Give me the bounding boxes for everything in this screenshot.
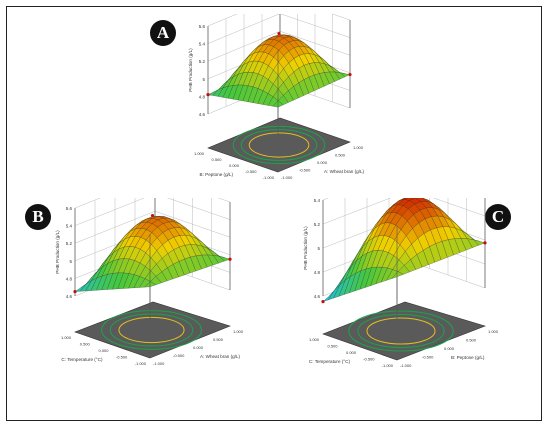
response-surface	[322, 198, 486, 302]
z-tick-label: 5.6	[66, 206, 73, 211]
y-tick-label: 0.500	[211, 157, 222, 162]
z-tick-label: 4.6	[66, 294, 73, 299]
z-gridline	[207, 14, 351, 27]
x-tick-label: 1.000	[488, 329, 499, 334]
design-point	[277, 31, 281, 36]
z-tick-label: 5.6	[199, 24, 206, 29]
design-point	[348, 72, 352, 77]
x-tick-label: -1.000	[400, 363, 412, 368]
z-axis-label: PHB Production (g/L)	[188, 48, 193, 92]
z-tick-label: 5.2	[199, 59, 206, 64]
y-axis-label: C: Temperature (°C)	[61, 357, 103, 362]
floor-plane	[322, 301, 486, 361]
floor-plane	[74, 301, 231, 359]
design-point	[150, 213, 155, 218]
x-tick-label: -0.500	[299, 168, 311, 173]
z-gridline	[74, 198, 231, 226]
y-tick-label: -1.000	[135, 361, 147, 366]
design-point	[483, 241, 487, 245]
y-tick-label: 0.000	[98, 348, 109, 353]
z-gridline	[74, 198, 231, 209]
z-tick-label: 5.4	[66, 224, 73, 229]
panel-c-chart: 4.6 4.8 5 5.2 5.4 PHB Production (g/L) -1.000 -…	[303, 198, 499, 368]
panel-c-badge: C	[485, 204, 511, 230]
z-tick-label: 5.4	[314, 198, 321, 203]
contour-line	[109, 313, 194, 347]
panel-b-badge: B	[25, 204, 51, 230]
response-surface	[74, 216, 231, 292]
x-tick-label: 0.500	[213, 337, 224, 342]
z-tick-label: 4.8	[199, 94, 206, 99]
contour-line	[101, 310, 202, 350]
y-tick-label: -1.000	[263, 175, 275, 180]
y-axis-label: B: Peptone (g/L)	[200, 172, 234, 177]
z-tick-label: 5.2	[314, 222, 321, 227]
y-tick-label: 0.500	[327, 344, 338, 349]
x-tick-label: 1.000	[233, 329, 244, 334]
y-tick-label: -0.500	[363, 357, 375, 362]
contour-line	[232, 125, 326, 165]
z-axis-label: PHB Production (g/L)	[55, 230, 60, 274]
design-point	[228, 257, 232, 261]
z-tick-label: 5.2	[66, 241, 73, 246]
x-tick-label: -1.000	[281, 175, 293, 180]
y-tick-label: -0.500	[245, 169, 257, 174]
contour-line	[348, 310, 454, 352]
y-axis-label: C: Temperature (°C)	[309, 359, 351, 364]
y-tick-label: 1.000	[309, 337, 320, 342]
y-tick-label: 0.000	[346, 350, 357, 355]
x-axis-label: A: Wheat bran (g/L)	[200, 354, 241, 359]
z-axis-label: PHB Production (g/L)	[303, 226, 308, 270]
x-tick-label: -1.000	[153, 361, 165, 366]
z-tick-label: 4.8	[314, 270, 321, 275]
response-surface	[207, 34, 351, 108]
x-tick-label: 0.000	[444, 346, 455, 351]
y-tick-label: 1.000	[61, 335, 72, 340]
z-gridline	[207, 14, 351, 44]
x-tick-label: 1.000	[353, 145, 364, 150]
surface-patch	[391, 271, 404, 279]
x-tick-label: -0.500	[422, 355, 434, 360]
x-axis-label: A: Wheat bran (g/L)	[324, 169, 365, 174]
contour-line	[240, 129, 318, 161]
x-tick-label: 0.000	[193, 345, 204, 350]
y-tick-label: 0.500	[80, 342, 91, 347]
z-tick-label: 4.6	[199, 112, 206, 117]
design-point	[206, 93, 210, 97]
panel-a-chart: 4.6 4.8 5 5.2 5.4 5.6 PHB Production (g/L) -1.0…	[188, 14, 365, 180]
z-tick-label: 5.4	[199, 42, 206, 47]
contour-line	[357, 313, 445, 349]
y-tick-label: -0.500	[116, 355, 128, 360]
z-tick-label: 4.6	[314, 294, 321, 299]
contour-line	[248, 132, 310, 158]
x-axis-label: B: Peptone (g/L)	[451, 355, 485, 360]
z-gridline	[322, 198, 486, 225]
z-tick-label: 4.8	[66, 276, 73, 281]
floor-plane	[207, 117, 351, 173]
contour-line	[366, 317, 436, 345]
y-tick-label: 0.000	[229, 163, 240, 168]
z-tick-label: 5	[69, 259, 72, 264]
x-tick-label: 0.500	[335, 153, 346, 158]
y-tick-label: 1.000	[194, 151, 205, 156]
panel-b-chart: 4.6 4.8 5 5.2 5.4 5.6 PHB Production (g/L) -1.0…	[55, 198, 244, 366]
panel-a-badge: A	[150, 20, 176, 46]
design-point	[73, 290, 77, 294]
y-tick-label: -1.000	[382, 363, 394, 368]
design-point	[321, 300, 325, 304]
x-tick-label: 0.000	[317, 160, 328, 165]
contour-line	[118, 316, 185, 344]
z-tick-label: 5	[202, 77, 205, 82]
x-tick-label: 0.500	[466, 338, 477, 343]
z-tick-label: 5	[317, 246, 320, 251]
x-tick-label: -0.500	[173, 353, 185, 358]
